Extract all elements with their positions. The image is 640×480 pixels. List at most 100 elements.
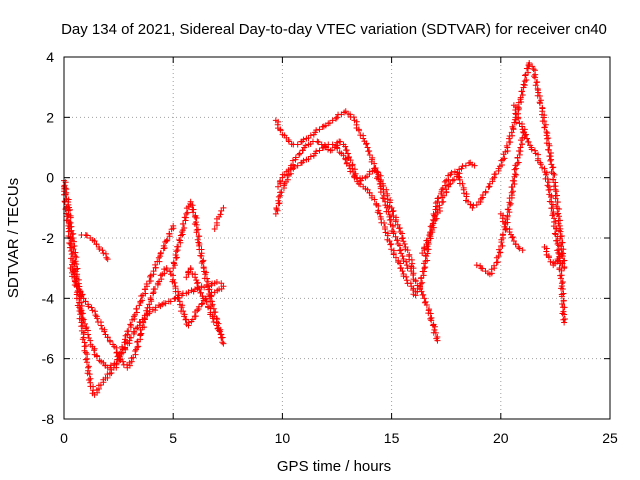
data-point bbox=[403, 273, 410, 280]
data-point bbox=[213, 279, 220, 286]
data-point bbox=[516, 120, 523, 127]
data-point bbox=[183, 274, 190, 281]
data-point bbox=[381, 219, 388, 226]
data-point bbox=[553, 188, 560, 195]
data-point bbox=[557, 272, 564, 279]
data-point bbox=[192, 313, 199, 320]
data-point bbox=[119, 358, 126, 365]
data-point bbox=[136, 302, 143, 309]
data-point bbox=[513, 165, 520, 172]
data-point bbox=[544, 182, 551, 189]
data-point bbox=[213, 322, 220, 329]
data-point bbox=[208, 302, 215, 309]
data-point bbox=[275, 183, 282, 190]
data-point bbox=[180, 308, 187, 315]
data-point bbox=[167, 298, 174, 305]
data-point bbox=[399, 230, 406, 237]
data-point bbox=[67, 206, 74, 213]
data-point bbox=[79, 315, 86, 322]
data-point bbox=[163, 267, 170, 274]
data-point bbox=[553, 237, 560, 244]
data-point bbox=[508, 189, 515, 196]
data-point bbox=[554, 199, 561, 206]
data-point bbox=[522, 72, 529, 79]
data-point bbox=[477, 198, 484, 205]
data-point bbox=[307, 132, 314, 139]
data-point bbox=[380, 195, 387, 202]
data-point bbox=[337, 138, 344, 145]
data-point bbox=[495, 253, 502, 260]
data-point bbox=[371, 196, 378, 203]
data-point bbox=[187, 266, 194, 273]
data-point bbox=[515, 244, 522, 251]
data-point bbox=[383, 186, 390, 193]
data-point bbox=[199, 258, 206, 265]
data-point bbox=[500, 231, 507, 238]
data-point bbox=[418, 288, 425, 295]
data-point bbox=[294, 162, 301, 169]
data-point bbox=[62, 206, 69, 213]
data-point bbox=[122, 336, 129, 343]
data-point bbox=[67, 227, 74, 234]
data-point bbox=[422, 264, 429, 271]
data-point bbox=[421, 295, 428, 302]
data-point bbox=[422, 298, 429, 305]
data-point bbox=[541, 118, 548, 125]
data-point bbox=[89, 307, 96, 314]
data-point bbox=[216, 328, 223, 335]
data-point bbox=[296, 151, 303, 158]
data-point bbox=[281, 171, 288, 178]
data-point bbox=[300, 157, 307, 164]
data-point bbox=[499, 156, 506, 163]
data-point bbox=[193, 214, 200, 221]
data-point bbox=[160, 242, 167, 249]
data-point bbox=[521, 78, 528, 85]
data-point bbox=[196, 233, 203, 240]
data-point bbox=[78, 291, 85, 298]
data-point bbox=[559, 253, 566, 260]
data-point bbox=[470, 202, 477, 209]
data-point bbox=[387, 241, 394, 248]
data-point bbox=[529, 63, 536, 70]
data-point bbox=[351, 166, 358, 173]
data-point bbox=[193, 229, 200, 236]
data-point bbox=[403, 258, 410, 265]
data-point bbox=[388, 241, 395, 248]
data-point bbox=[92, 312, 99, 319]
data-point bbox=[512, 103, 519, 110]
data-point bbox=[559, 286, 566, 293]
data-point bbox=[147, 278, 154, 285]
data-point bbox=[386, 217, 393, 224]
data-point bbox=[441, 178, 448, 185]
data-point bbox=[67, 241, 74, 248]
data-point bbox=[544, 176, 551, 182]
series-trace-k bbox=[419, 159, 478, 257]
data-layer bbox=[61, 60, 568, 398]
data-point bbox=[510, 238, 517, 245]
data-point bbox=[545, 254, 552, 261]
data-point bbox=[141, 314, 148, 321]
data-point bbox=[388, 246, 395, 253]
data-point bbox=[170, 265, 177, 272]
data-point bbox=[532, 74, 539, 81]
data-point bbox=[440, 198, 447, 205]
data-point bbox=[156, 302, 163, 309]
data-point bbox=[465, 160, 472, 167]
data-point bbox=[94, 315, 101, 322]
series-trace-m bbox=[510, 102, 568, 326]
data-point bbox=[170, 222, 177, 229]
data-point bbox=[447, 180, 454, 187]
data-point bbox=[195, 239, 202, 246]
data-point bbox=[551, 171, 558, 178]
data-point bbox=[316, 147, 323, 154]
data-point bbox=[272, 210, 279, 217]
data-point bbox=[459, 180, 466, 187]
data-point bbox=[289, 157, 296, 164]
data-point bbox=[510, 125, 517, 132]
data-point bbox=[216, 213, 223, 220]
data-point bbox=[79, 322, 86, 329]
data-point bbox=[356, 127, 363, 134]
data-point bbox=[220, 340, 227, 347]
data-point bbox=[164, 236, 171, 243]
data-point bbox=[545, 135, 552, 142]
